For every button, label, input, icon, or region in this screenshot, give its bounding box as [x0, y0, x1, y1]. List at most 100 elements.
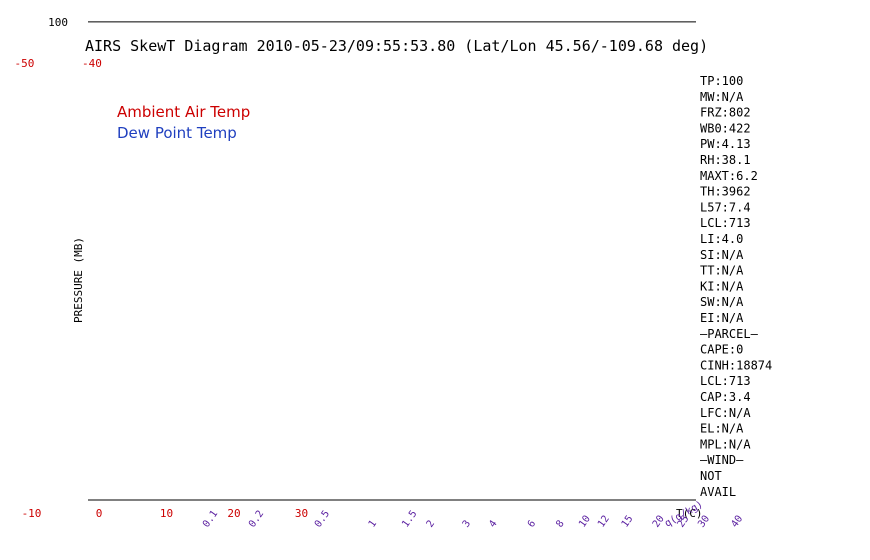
dry-adiabat-line	[0, 0, 870, 17]
dry-adiabat-line	[21, 0, 870, 17]
stability-index-item: NOT	[700, 469, 722, 483]
top-temp-tick-label: -40	[82, 57, 102, 70]
mixing-ratio-label: 3	[461, 518, 473, 529]
mixing-ratio-label: 2	[425, 518, 437, 529]
isotherm-line	[0, 0, 80, 32]
bottom-axis-label: T(C)	[676, 507, 703, 520]
legend-ambient-air-temp: Ambient Air Temp	[117, 103, 250, 121]
isotherm-line	[424, 0, 553, 32]
stability-index-item: EI:N/A	[700, 311, 744, 325]
ambient-air-temp-profile	[0, 0, 494, 22]
sounding-profiles	[0, 0, 494, 22]
stability-index-item: SW:N/A	[700, 295, 744, 309]
bottom-temp-tick-label: 20	[227, 507, 240, 520]
dry-adiabat-line	[163, 0, 870, 17]
stability-index-item: WB0:422	[700, 121, 751, 135]
top-temp-tick-label: -50	[15, 57, 35, 70]
stability-index-item: LI:4.0	[700, 232, 743, 246]
stability-index-item: MAXT:6.2	[700, 169, 758, 183]
y-axis-label: PRESSURE (MB)	[72, 237, 85, 323]
bottom-temp-tick-label: -10	[22, 507, 42, 520]
stability-index-item: MW:N/A	[700, 90, 744, 104]
mixing-ratio-label: 4	[487, 518, 499, 529]
stability-index-item: —WIND—	[700, 453, 744, 467]
isotherm-line	[221, 0, 350, 32]
isotherm-line	[289, 0, 418, 32]
mixing-ratio-label: 8	[554, 518, 566, 529]
dry-adiabat-lines	[0, 0, 870, 17]
axis-ticks: 1002003004005006007008009001000-50-40-30…	[15, 16, 746, 530]
mixing-ratio-label: 0.1	[201, 509, 220, 530]
dry-adiabat-line	[0, 0, 579, 17]
stability-index-item: EL:N/A	[700, 422, 744, 436]
mixing-ratio-label: 12	[596, 514, 612, 530]
mixing-ratio-label: 40	[729, 514, 745, 530]
stability-index-item: TP:100	[700, 74, 743, 88]
isotherm-line	[694, 0, 823, 32]
legend: Ambient Air Temp Dew Point Temp	[117, 103, 250, 142]
isotherm-line	[356, 0, 485, 32]
stability-index-item: CAPE:0	[700, 343, 743, 357]
mixing-ratio-label: 10	[577, 514, 593, 530]
mixing-ratio-label: 0.5	[313, 509, 332, 530]
isotherm-line	[19, 0, 148, 32]
dry-adiabat-line	[0, 0, 716, 17]
dry-adiabat-line	[0, 0, 870, 17]
mixing-ratio-label: 1	[367, 518, 379, 529]
stability-index-item: KI:N/A	[700, 279, 744, 293]
stability-index-item: L57:7.4	[700, 200, 751, 214]
stability-index-item: RH:38.1	[700, 153, 751, 167]
stability-index-item: LCL:713	[700, 374, 751, 388]
dry-adiabat-line	[0, 0, 443, 17]
stability-index-item: MPL:N/A	[700, 437, 751, 451]
dry-adiabat-line	[0, 0, 870, 17]
isotherm-line	[626, 0, 755, 32]
dry-adiabat-line	[56, 0, 870, 17]
stability-index-item: TT:N/A	[700, 264, 744, 278]
stability-index-item: LCL:713	[700, 216, 751, 230]
dry-adiabat-line	[0, 0, 853, 17]
dry-adiabat-line	[0, 0, 870, 17]
mixing-ratio-label: 6	[526, 518, 538, 529]
stability-index-item: LFC:N/A	[700, 406, 751, 420]
dry-adiabat-line	[0, 0, 237, 17]
dry-adiabat-line	[0, 0, 870, 17]
dry-adiabat-line	[0, 0, 870, 17]
stability-index-item: TH:3962	[700, 185, 751, 199]
bottom-temp-tick-label: 0	[96, 507, 103, 520]
dry-adiabat-line	[127, 0, 870, 17]
stability-index-item: FRZ:802	[700, 106, 751, 120]
bottom-temp-tick-label: 30	[295, 507, 308, 520]
stability-index-item: AVAIL	[700, 485, 736, 499]
legend-dew-point-temp: Dew Point Temp	[117, 124, 237, 142]
mixing-ratio-label: 0.2	[247, 509, 266, 530]
dry-adiabat-line	[0, 0, 306, 17]
isobar-lines	[88, 21, 696, 501]
isotherm-line	[154, 0, 283, 32]
mixing-ratio-label: 15	[620, 514, 636, 530]
isotherm-line	[559, 0, 688, 32]
stability-index-item: CAP:3.4	[700, 390, 751, 404]
dry-adiabat-line	[0, 0, 648, 17]
pressure-tick-label: 100	[48, 16, 68, 29]
isotherm-line	[761, 0, 870, 32]
isotherm-line	[491, 0, 620, 32]
stability-index-item: PW:4.13	[700, 137, 751, 151]
isotherm-lines	[0, 0, 870, 32]
dry-adiabat-line	[0, 0, 374, 17]
dry-adiabat-line	[0, 0, 870, 17]
stability-index-item: CINH:18874	[700, 358, 772, 372]
bottom-temp-tick-label: 10	[160, 507, 173, 520]
isotherm-line	[86, 0, 215, 32]
isotherm-line	[0, 0, 13, 32]
stability-index-item: —PARCEL—	[700, 327, 759, 341]
dry-adiabat-line	[92, 0, 870, 17]
dry-adiabat-line	[0, 0, 870, 17]
mixing-ratio-label: 1.5	[400, 509, 419, 530]
dry-adiabat-line	[0, 0, 511, 17]
stability-index-item: SI:N/A	[700, 248, 744, 262]
chart-title: AIRS SkewT Diagram 2010-05-23/09:55:53.8…	[85, 37, 708, 55]
dry-adiabat-line	[0, 0, 870, 17]
